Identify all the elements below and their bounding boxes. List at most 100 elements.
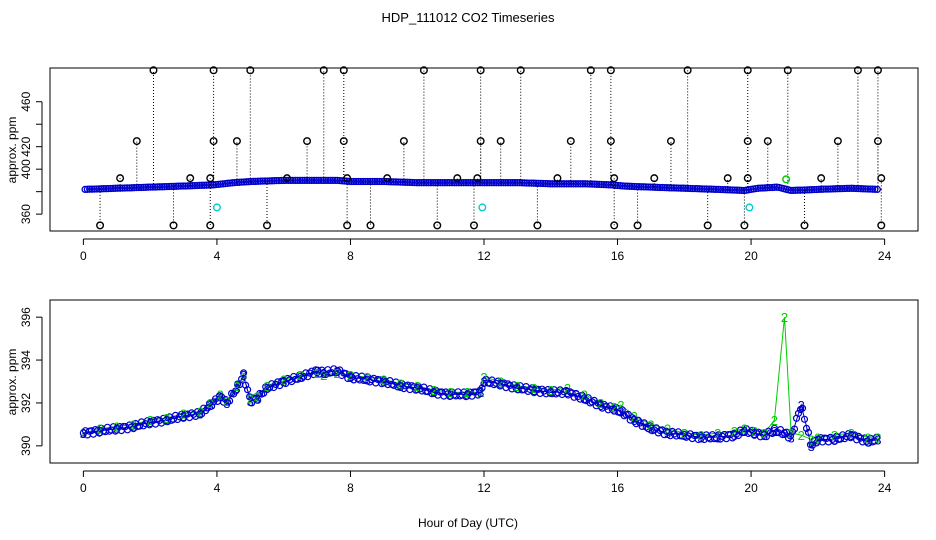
background-point [670,184,678,192]
background-point [630,182,638,191]
background-point [471,179,479,187]
background-point [417,179,426,187]
series-3-marker: 3 [781,426,788,441]
series-2-marker: 2 [163,411,170,426]
series-3-point [872,433,881,441]
series-3-point [608,405,616,413]
background-point [544,180,552,188]
background-point [565,180,573,188]
background-point [857,185,865,193]
series-3-point [802,424,811,432]
series-3-marker: 3 [848,428,855,443]
series-3-marker: 3 [631,413,638,428]
background-point [212,180,220,189]
series-3-point [304,373,312,381]
background-point [696,185,704,193]
series-3-point [314,366,322,374]
background-point [796,186,804,194]
series-3-point [300,372,308,380]
background-point [714,185,723,194]
background-point [623,182,631,190]
spikes-upper-small-point [553,174,562,183]
series-2-marker: 2 [831,428,838,443]
background-point [719,185,727,194]
background-point [298,176,307,185]
spikes-mid-point [132,137,141,146]
background-point [495,179,503,187]
series-3-marker: 3 [414,381,421,396]
series-2-marker: 2 [197,405,204,420]
background-point [560,180,568,188]
series-2-marker: 2 [280,372,287,387]
background-point [296,176,304,185]
background-point [656,183,664,192]
background-point [658,183,666,192]
series-3-point [376,376,384,384]
background-point [261,177,269,185]
background-point [511,179,519,187]
spikes-upper-small-point [206,174,215,183]
series-2-marker: 2 [631,409,638,424]
series-3-point [562,386,570,395]
series-3-marker: 3 [233,381,240,396]
background-point [523,179,531,187]
series-2-marker: 2 [848,426,855,441]
top-x-tick-label: 4 [214,249,221,263]
background-point [506,179,515,187]
series-2-marker: 2 [530,381,537,396]
background-point [756,184,765,192]
series-3-marker: 3 [617,405,624,420]
series-3-marker: 3 [253,392,260,407]
spikes-mid-point [873,137,882,146]
top-y-tick-label: 400 [19,159,33,179]
background-point [191,181,199,190]
background-point [144,183,152,191]
series-3-point [836,435,845,443]
background-point [621,182,629,190]
background-point [859,185,867,193]
spikes-low-point [263,221,272,230]
background-point [457,179,465,187]
background-point [429,179,437,187]
spikes-mid-point [476,137,485,146]
spikes-mid-point [833,137,842,146]
top-y-tick-label: 360 [19,204,33,224]
series-2-marker: 2 [808,432,815,447]
background-point [81,185,89,194]
spikes-mid-point [606,137,615,146]
background-point [651,183,659,191]
background-point [462,179,470,187]
background-point [413,179,421,187]
background-point [509,179,517,187]
background-point [822,185,830,193]
background-point [156,183,164,191]
top-x-tick-label: 8 [347,249,354,263]
series-2-marker: 2 [217,387,224,402]
background-point [595,180,603,189]
series-3-point [232,387,240,395]
background-point [333,176,342,185]
series-3-marker: 3 [197,407,204,422]
series-3-marker: 3 [798,398,805,413]
background-point [539,179,547,188]
spikes-low-point [610,221,619,230]
series-3-marker: 3 [96,424,103,439]
series-2-marker: 2 [247,392,254,407]
spikes-upper-small-point [186,174,195,183]
series-3-marker: 3 [430,385,437,400]
top-y-axis: 360 400 420 460 [19,91,43,224]
series-3-marker: 3 [464,387,471,402]
spikes-high-point [419,66,428,75]
background-point [116,184,124,192]
top-x-tick-label: 16 [611,249,625,263]
background-point [642,183,650,191]
background-point [389,178,398,186]
background-point [602,181,610,189]
background-point [427,179,435,187]
background-point [364,177,372,186]
background-point [251,177,260,186]
background-point [710,185,718,193]
background-point [357,177,365,186]
background-point [618,182,627,190]
